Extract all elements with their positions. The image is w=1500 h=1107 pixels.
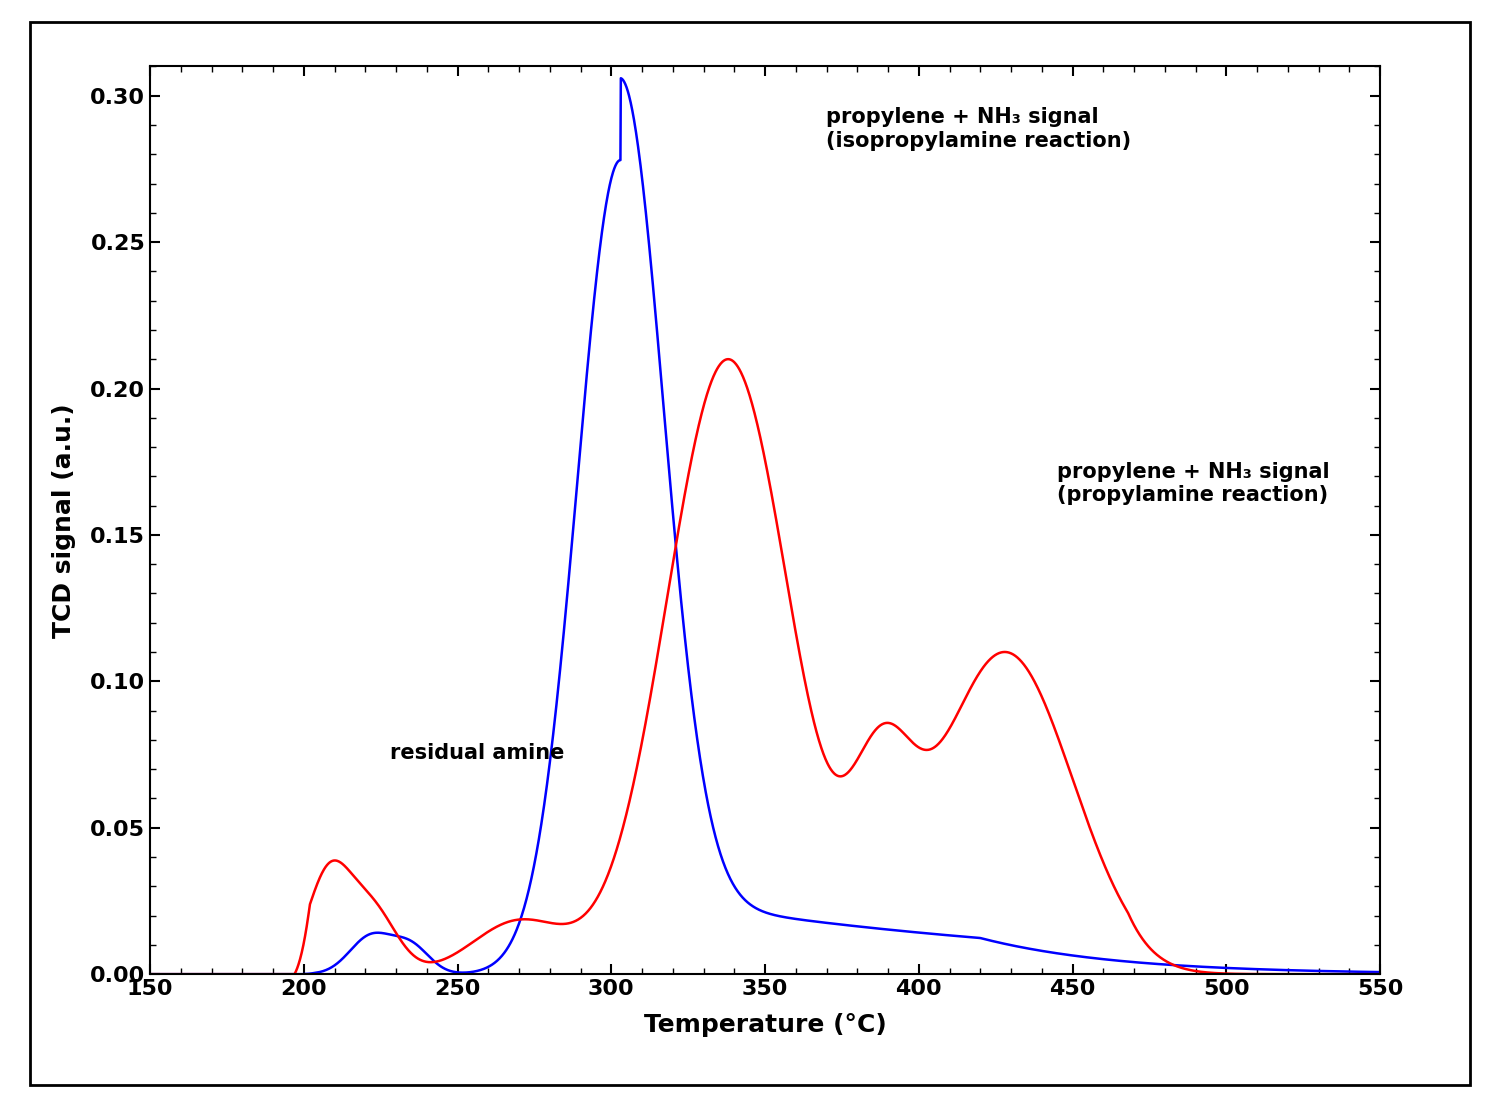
Y-axis label: TCD signal (a.u.): TCD signal (a.u.) (53, 403, 76, 638)
Text: residual amine: residual amine (390, 743, 564, 764)
X-axis label: Temperature (°C): Temperature (°C) (644, 1013, 886, 1037)
Text: propylene + NH₃ signal
(propylamine reaction): propylene + NH₃ signal (propylamine reac… (1058, 462, 1329, 505)
Text: propylene + NH₃ signal
(isopropylamine reaction): propylene + NH₃ signal (isopropylamine r… (827, 107, 1131, 151)
